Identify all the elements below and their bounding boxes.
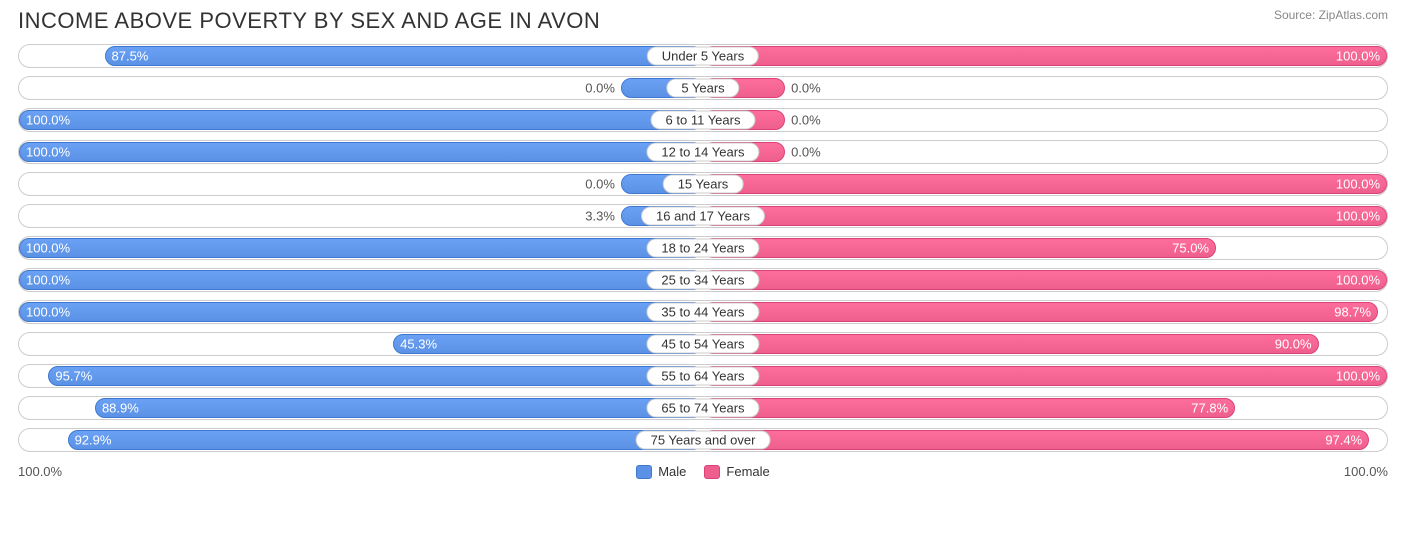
female-value-label: 98.7% <box>1334 305 1371 320</box>
category-label: 15 Years <box>663 175 744 194</box>
category-label: 12 to 14 Years <box>646 143 759 162</box>
legend-female-label: Female <box>726 464 769 479</box>
legend-female: Female <box>704 464 769 479</box>
chart-row: 88.9% 77.8% 65 to 74 Years <box>18 396 1388 420</box>
female-value-label: 0.0% <box>791 81 821 96</box>
female-bar: 100.0% <box>703 174 1387 194</box>
male-swatch-icon <box>636 465 652 479</box>
female-value-label: 100.0% <box>1336 209 1380 224</box>
chart-row: 100.0% 0.0% 12 to 14 Years <box>18 140 1388 164</box>
male-value-label: 3.3% <box>585 209 615 224</box>
female-value-label: 77.8% <box>1191 401 1228 416</box>
male-value-label: 100.0% <box>26 241 70 256</box>
female-swatch-icon <box>704 465 720 479</box>
male-value-label: 0.0% <box>585 177 615 192</box>
chart-row: 95.7% 100.0% 55 to 64 Years <box>18 364 1388 388</box>
male-value-label: 45.3% <box>400 337 437 352</box>
female-value-label: 100.0% <box>1336 369 1380 384</box>
category-label: 18 to 24 Years <box>646 239 759 258</box>
male-bar: 100.0% <box>19 142 703 162</box>
female-value-label: 100.0% <box>1336 177 1380 192</box>
female-bar: 75.0% <box>703 238 1216 258</box>
male-value-label: 0.0% <box>585 81 615 96</box>
chart-row: 0.0% 100.0% 15 Years <box>18 172 1388 196</box>
male-value-label: 100.0% <box>26 273 70 288</box>
chart-row: 100.0% 100.0% 25 to 34 Years <box>18 268 1388 292</box>
female-bar: 77.8% <box>703 398 1235 418</box>
male-bar: 88.9% <box>95 398 703 418</box>
chart-row: 92.9% 97.4% 75 Years and over <box>18 428 1388 452</box>
axis-label-left: 100.0% <box>18 464 62 479</box>
category-label: 75 Years and over <box>636 431 771 450</box>
female-value-label: 0.0% <box>791 145 821 160</box>
male-value-label: 100.0% <box>26 305 70 320</box>
male-bar: 100.0% <box>19 110 703 130</box>
male-bar: 92.9% <box>68 430 703 450</box>
category-label: 45 to 54 Years <box>646 335 759 354</box>
male-value-label: 100.0% <box>26 145 70 160</box>
legend: Male Female <box>636 464 770 479</box>
female-value-label: 97.4% <box>1325 433 1362 448</box>
female-value-label: 90.0% <box>1275 337 1312 352</box>
chart-row: 0.0% 0.0% 5 Years <box>18 76 1388 100</box>
category-label: 16 and 17 Years <box>641 207 765 226</box>
diverging-bar-chart: 87.5% 100.0% Under 5 Years 0.0% 0.0% 5 Years 1… <box>0 44 1406 452</box>
source-attribution: Source: ZipAtlas.com <box>1274 8 1388 22</box>
category-label: 35 to 44 Years <box>646 303 759 322</box>
male-value-label: 88.9% <box>102 401 139 416</box>
category-label: 55 to 64 Years <box>646 367 759 386</box>
category-label: Under 5 Years <box>647 47 759 66</box>
male-bar: 100.0% <box>19 238 703 258</box>
female-bar: 100.0% <box>703 270 1387 290</box>
category-label: 5 Years <box>666 79 739 98</box>
female-bar: 90.0% <box>703 334 1319 354</box>
male-value-label: 87.5% <box>112 49 149 64</box>
female-bar: 97.4% <box>703 430 1369 450</box>
female-value-label: 0.0% <box>791 113 821 128</box>
category-label: 25 to 34 Years <box>646 271 759 290</box>
chart-footer: 100.0% Male Female 100.0% <box>18 460 1388 479</box>
chart-row: 3.3% 100.0% 16 and 17 Years <box>18 204 1388 228</box>
legend-male-label: Male <box>658 464 686 479</box>
male-bar: 100.0% <box>19 270 703 290</box>
male-value-label: 100.0% <box>26 113 70 128</box>
category-label: 65 to 74 Years <box>646 399 759 418</box>
axis-label-right: 100.0% <box>1344 464 1388 479</box>
chart-row: 100.0% 0.0% 6 to 11 Years <box>18 108 1388 132</box>
chart-row: 87.5% 100.0% Under 5 Years <box>18 44 1388 68</box>
female-bar: 100.0% <box>703 206 1387 226</box>
male-bar: 87.5% <box>105 46 704 66</box>
female-value-label: 100.0% <box>1336 273 1380 288</box>
female-bar: 98.7% <box>703 302 1378 322</box>
chart-row: 45.3% 90.0% 45 to 54 Years <box>18 332 1388 356</box>
legend-male: Male <box>636 464 686 479</box>
female-value-label: 100.0% <box>1336 49 1380 64</box>
chart-title: INCOME ABOVE POVERTY BY SEX AND AGE IN A… <box>18 8 600 34</box>
female-bar: 100.0% <box>703 366 1387 386</box>
male-value-label: 95.7% <box>55 369 92 384</box>
male-bar: 95.7% <box>48 366 703 386</box>
male-value-label: 92.9% <box>75 433 112 448</box>
chart-row: 100.0% 98.7% 35 to 44 Years <box>18 300 1388 324</box>
male-bar: 100.0% <box>19 302 703 322</box>
category-label: 6 to 11 Years <box>651 111 756 130</box>
chart-row: 100.0% 75.0% 18 to 24 Years <box>18 236 1388 260</box>
female-bar: 100.0% <box>703 46 1387 66</box>
female-value-label: 75.0% <box>1172 241 1209 256</box>
